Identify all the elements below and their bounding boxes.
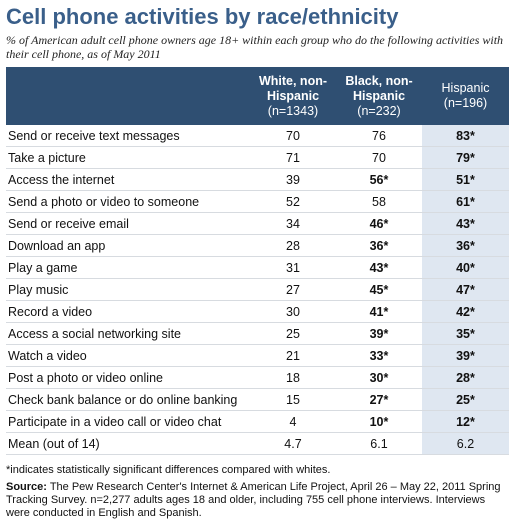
table-row: Record a video 30 41* 42* — [6, 300, 509, 323]
value-cell: 4 — [250, 410, 336, 433]
column-n: (n=1343) — [267, 103, 319, 118]
value-cell: 45* — [336, 278, 422, 301]
column-n: (n=232) — [357, 103, 401, 118]
value-cell: 36* — [336, 234, 422, 257]
value-cell: 35* — [422, 322, 509, 345]
table-header: White, non-Hispanic (n=1343) Black, non-… — [6, 67, 509, 125]
value-cell: 70 — [336, 146, 422, 169]
column-name: Black, non-Hispanic — [345, 73, 413, 103]
value-cell: 61* — [422, 190, 509, 213]
value-cell: 76 — [336, 125, 422, 147]
table-body: Send or receive text messages 70 76 83* Take… — [6, 125, 509, 455]
table-row: Watch a video 21 33* 39* — [6, 344, 509, 367]
value-cell: 34 — [250, 212, 336, 235]
column-name: Hispanic — [441, 81, 490, 95]
value-cell: 27* — [336, 388, 422, 411]
row-label: Post a photo or video online — [6, 366, 250, 389]
column-header-black: Black, non-Hispanic (n=232) — [336, 67, 422, 125]
notes: *indicates statistically significant dif… — [6, 464, 509, 520]
value-cell: 83* — [422, 125, 509, 147]
table-row: Access a social networking site 25 39* 35* — [6, 322, 509, 345]
column-n: (n=196) — [443, 96, 488, 110]
data-table: White, non-Hispanic (n=1343) Black, non-… — [6, 67, 509, 455]
value-cell: 25* — [422, 388, 509, 411]
page-title: Cell phone activities by race/ethnicity — [6, 4, 399, 29]
value-cell: 21 — [250, 344, 336, 367]
value-cell: 28* — [422, 366, 509, 389]
header-label-cell — [6, 67, 250, 125]
table-row: Post a photo or video online 18 30* 28* — [6, 366, 509, 389]
value-cell: 6.1 — [336, 432, 422, 455]
value-cell: 4.7 — [250, 432, 336, 455]
value-cell: 39 — [250, 168, 336, 191]
value-cell: 28 — [250, 234, 336, 257]
value-cell: 41* — [336, 300, 422, 323]
value-cell: 70 — [250, 125, 336, 147]
row-label: Take a picture — [6, 146, 250, 169]
value-cell: 42* — [422, 300, 509, 323]
value-cell: 51* — [422, 168, 509, 191]
value-cell: 33* — [336, 344, 422, 367]
value-cell: 25 — [250, 322, 336, 345]
value-cell: 18 — [250, 366, 336, 389]
value-cell: 30 — [250, 300, 336, 323]
column-header-hispanic: Hispanic (n=196) — [422, 67, 509, 125]
row-label: Record a video — [6, 300, 250, 323]
value-cell: 39* — [336, 322, 422, 345]
subtitle: % of American adult cell phone owners ag… — [6, 33, 504, 61]
table-row: Participate in a video call or video cha… — [6, 410, 509, 433]
row-label: Check bank balance or do online banking — [6, 388, 250, 411]
source-label: Source: — [6, 481, 47, 493]
value-cell: 31 — [250, 256, 336, 279]
table-row: Download an app 28 36* 36* — [6, 234, 509, 257]
row-label: Send a photo or video to someone — [6, 190, 250, 213]
value-cell: 43* — [336, 256, 422, 279]
value-cell: 43* — [422, 212, 509, 235]
value-cell: 10* — [336, 410, 422, 433]
value-cell: 79* — [422, 146, 509, 169]
value-cell: 56* — [336, 168, 422, 191]
value-cell: 30* — [336, 366, 422, 389]
table-row: Take a picture 71 70 79* — [6, 146, 509, 169]
table-row: Check bank balance or do online banking 1… — [6, 388, 509, 411]
row-label: Access the internet — [6, 168, 250, 191]
value-cell: 15 — [250, 388, 336, 411]
source-text: The Pew Research Center's Internet & Ame… — [6, 481, 501, 519]
row-label: Access a social networking site — [6, 322, 250, 345]
value-cell: 46* — [336, 212, 422, 235]
table-row: Send or receive text messages 70 76 83* — [6, 125, 509, 147]
source-note: Source: The Pew Research Center's Intern… — [6, 481, 509, 520]
row-label: Send or receive email — [6, 212, 250, 235]
table-row: Play a game 31 43* 40* — [6, 256, 509, 279]
row-label: Watch a video — [6, 344, 250, 367]
value-cell: 40* — [422, 256, 509, 279]
mean-row: Mean (out of 14) 4.7 6.1 6.2 — [6, 432, 509, 455]
value-cell: 12* — [422, 410, 509, 433]
table-row: Access the internet 39 56* 51* — [6, 168, 509, 191]
value-cell: 47* — [422, 278, 509, 301]
column-header-white: White, non-Hispanic (n=1343) — [250, 67, 336, 125]
value-cell: 39* — [422, 344, 509, 367]
row-label: Play a game — [6, 256, 250, 279]
value-cell: 27 — [250, 278, 336, 301]
chart-container: Cell phone activities by race/ethnicity … — [6, 4, 509, 520]
table-row: Send or receive email 34 46* 43* — [6, 212, 509, 235]
value-cell: 58 — [336, 190, 422, 213]
row-label: Mean (out of 14) — [6, 432, 250, 455]
column-name: White, non-Hispanic — [258, 73, 328, 103]
value-cell: 36* — [422, 234, 509, 257]
value-cell: 52 — [250, 190, 336, 213]
row-label: Download an app — [6, 234, 250, 257]
value-cell: 6.2 — [422, 432, 509, 455]
table-row: Play music 27 45* 47* — [6, 278, 509, 301]
table-row: Send a photo or video to someone 52 58 61* — [6, 190, 509, 213]
value-cell: 71 — [250, 146, 336, 169]
row-label: Send or receive text messages — [6, 125, 250, 147]
row-label: Play music — [6, 278, 250, 301]
row-label: Participate in a video call or video cha… — [6, 410, 250, 433]
footnote: *indicates statistically significant dif… — [6, 464, 331, 476]
